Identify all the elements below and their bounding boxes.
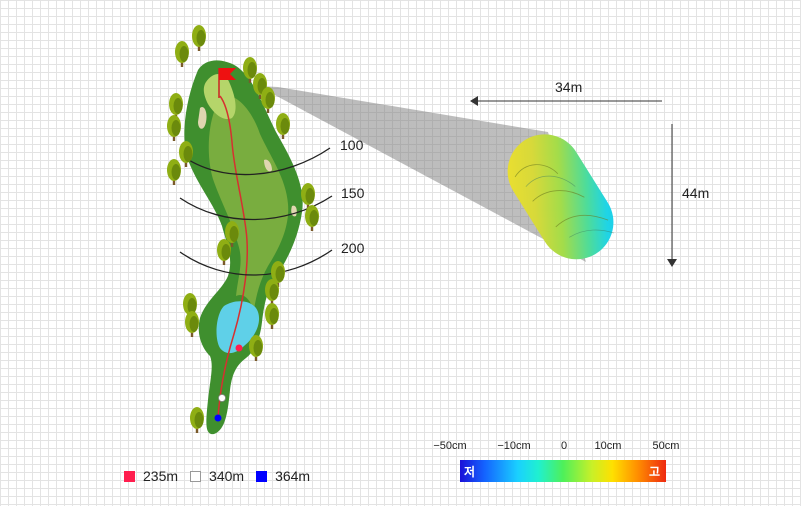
- distance-arc-200: [179, 249, 333, 276]
- scale-tick: 0: [560, 440, 568, 452]
- tree-icon: [167, 115, 181, 141]
- scale-tick: 50cm: [652, 440, 680, 452]
- scale-low-label: 저: [464, 465, 476, 479]
- tree-icon: [265, 303, 279, 329]
- distance-label-100: 100: [340, 137, 364, 153]
- tree-icon: [179, 141, 193, 167]
- legend-item-blue-tee: 364m: [256, 468, 310, 484]
- trees: [167, 25, 319, 433]
- tee-marker-blue: [214, 414, 222, 422]
- tree-icon: [175, 41, 189, 67]
- tree-icon: [190, 407, 204, 433]
- bunker: [198, 106, 207, 129]
- tee-marker-white: [218, 394, 226, 402]
- tree-icon: [185, 311, 199, 337]
- scale-tick: −50cm: [433, 440, 467, 452]
- tree-icon: [301, 183, 315, 209]
- tree-icon: [243, 57, 257, 83]
- flag-icon: [219, 68, 236, 80]
- blue-tee-swatch: [256, 470, 268, 482]
- green-projection-beam: [258, 86, 586, 262]
- green-width-label: 34m: [555, 79, 583, 95]
- tee-marker-red: [235, 344, 243, 352]
- depth-arrow-head: [667, 259, 677, 267]
- tree-icon: [249, 335, 263, 361]
- shot-line: [217, 95, 248, 419]
- green-elevation-map: [507, 134, 614, 260]
- fairway-area: [208, 95, 289, 310]
- width-arrow-head: [470, 96, 478, 106]
- distance-label-150: 150: [341, 185, 365, 201]
- tree-icon: [217, 239, 231, 265]
- green-depth-label: 44m: [682, 185, 710, 201]
- legend-label: 235m: [143, 468, 179, 484]
- tree-icon: [169, 93, 183, 119]
- scale-high-label: 고: [648, 465, 660, 479]
- bunker: [264, 159, 272, 172]
- red-tee-swatch: [124, 470, 135, 482]
- distance-label-200: 200: [341, 240, 365, 256]
- legend-label: 340m: [209, 468, 245, 484]
- tee-legend: 235m 340m 364m: [124, 468, 322, 484]
- water-hazard: [216, 301, 260, 354]
- tree-icon: [265, 279, 279, 305]
- tree-icon: [276, 113, 290, 139]
- scale-tick: 10cm: [594, 440, 622, 452]
- scale-tick: −10cm: [497, 440, 531, 452]
- tree-icon: [261, 87, 275, 113]
- distance-arc-150: [179, 195, 333, 221]
- elevation-color-bar: 저 고: [460, 460, 666, 482]
- legend-item-red-tee: 235m: [124, 468, 178, 484]
- tree-icon: [167, 159, 181, 185]
- tree-icon: [225, 221, 239, 247]
- tree-icon: [305, 205, 319, 231]
- white-tee-swatch: [190, 470, 202, 482]
- tree-icon: [271, 261, 285, 287]
- legend-item-white-tee: 340m: [190, 468, 244, 484]
- distance-arc-100: [179, 147, 331, 176]
- tree-icon: [192, 25, 206, 51]
- legend-label: 364m: [275, 468, 311, 484]
